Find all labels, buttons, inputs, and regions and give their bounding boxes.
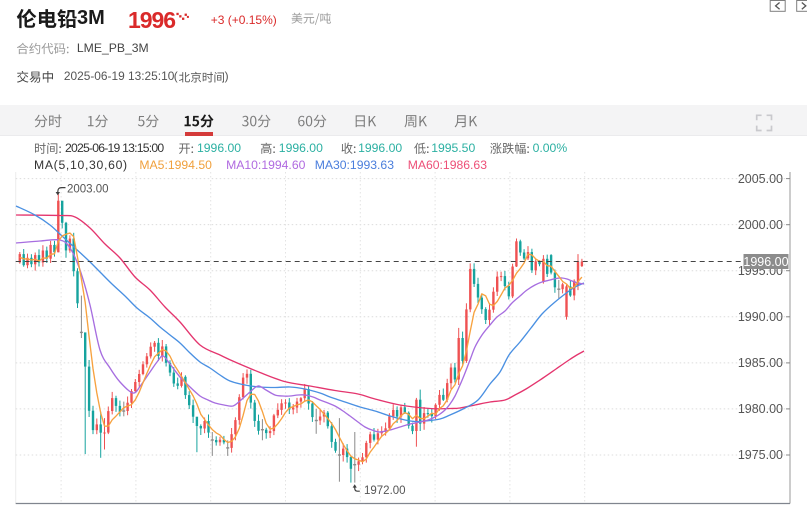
- svg-text:1980.00: 1980.00: [738, 402, 783, 416]
- svg-text:1985.00: 1985.00: [738, 356, 783, 370]
- svg-text:2003.00: 2003.00: [67, 184, 109, 196]
- svg-text:2005.00: 2005.00: [738, 172, 783, 186]
- svg-text:1990.00: 1990.00: [738, 310, 783, 324]
- svg-text:1996.00: 1996.00: [743, 255, 788, 269]
- svg-text:1972.00: 1972.00: [364, 485, 406, 497]
- svg-text:1975.00: 1975.00: [738, 448, 783, 462]
- svg-text:2000.00: 2000.00: [738, 218, 783, 232]
